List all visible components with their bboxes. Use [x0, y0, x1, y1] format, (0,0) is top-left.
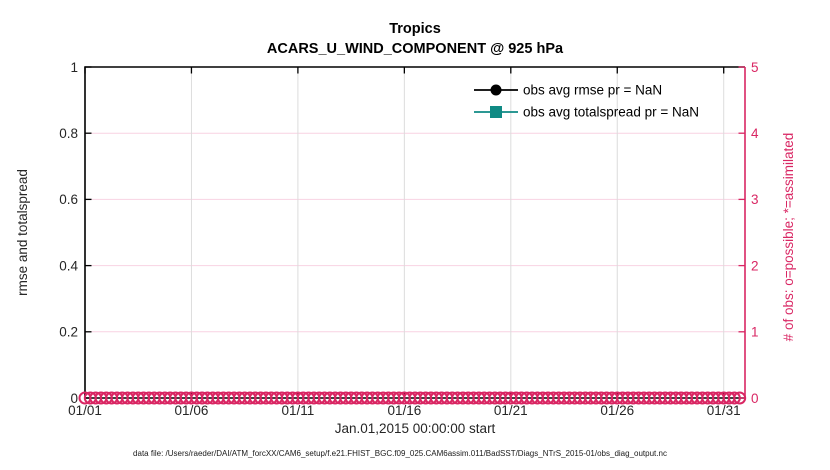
vertical-gridlines [190, 67, 725, 398]
right-tick-marks [738, 66, 745, 399]
plot-subtitle: ACARS_U_WIND_COMPONENT @ 925 hPa [267, 41, 564, 57]
left-tick-marks [85, 66, 92, 399]
right-tick-label: 3 [751, 192, 759, 207]
right-axis-label: # of obs: o=possible; *=assimilated [781, 133, 796, 342]
left-axis-label: rmse and totalspread [15, 169, 30, 296]
obs-count-markers [78, 391, 747, 405]
horizontal-gridlines [85, 132, 745, 333]
legend-label-totalspread: obs avg totalspread pr = NaN [523, 105, 699, 120]
x-tick-label: 01/06 [175, 403, 209, 418]
right-tick-labels: 0 1 2 3 4 5 [751, 60, 759, 406]
left-tick-labels: 0 0.2 0.4 0.6 0.8 1 [59, 60, 78, 406]
x-axis-label: Jan.01,2015 00:00:00 start [335, 421, 496, 436]
right-tick-label: 1 [751, 325, 759, 340]
x-tick-labels: 01/01 01/06 01/11 01/16 01/21 01/26 01/3… [68, 403, 741, 418]
left-tick-label: 0.6 [59, 192, 78, 207]
plot-title: Tropics [389, 21, 441, 37]
left-tick-label: 0 [70, 391, 78, 406]
legend-label-rmse: obs avg rmse pr = NaN [523, 83, 662, 98]
legend: obs avg rmse pr = NaN obs avg totalsprea… [474, 83, 699, 120]
right-tick-label: 2 [751, 258, 759, 273]
x-tick-label: 01/31 [707, 403, 741, 418]
left-tick-label: 0.4 [59, 258, 78, 273]
x-tick-label: 01/11 [282, 403, 315, 418]
legend-entry-totalspread: obs avg totalspread pr = NaN [474, 105, 699, 120]
right-tick-label: 0 [751, 391, 759, 406]
right-tick-label: 4 [751, 126, 759, 141]
data-file-caption: data file: /Users/raeder/DAI/ATM_forcXX/… [133, 449, 667, 458]
x-tick-label: 01/01 [68, 403, 102, 418]
x-tick-label: 01/21 [494, 403, 528, 418]
rmse-circle-marker-icon [490, 84, 502, 96]
totalspread-square-marker-icon [490, 106, 502, 118]
left-tick-label: 0.2 [59, 325, 78, 340]
left-tick-label: 1 [70, 60, 78, 75]
x-tick-label: 01/16 [387, 403, 421, 418]
x-tick-label: 01/26 [600, 403, 634, 418]
right-tick-label: 5 [751, 60, 759, 75]
legend-entry-rmse: obs avg rmse pr = NaN [474, 83, 662, 98]
top-tick-marks [84, 67, 725, 74]
left-tick-label: 0.8 [59, 126, 78, 141]
